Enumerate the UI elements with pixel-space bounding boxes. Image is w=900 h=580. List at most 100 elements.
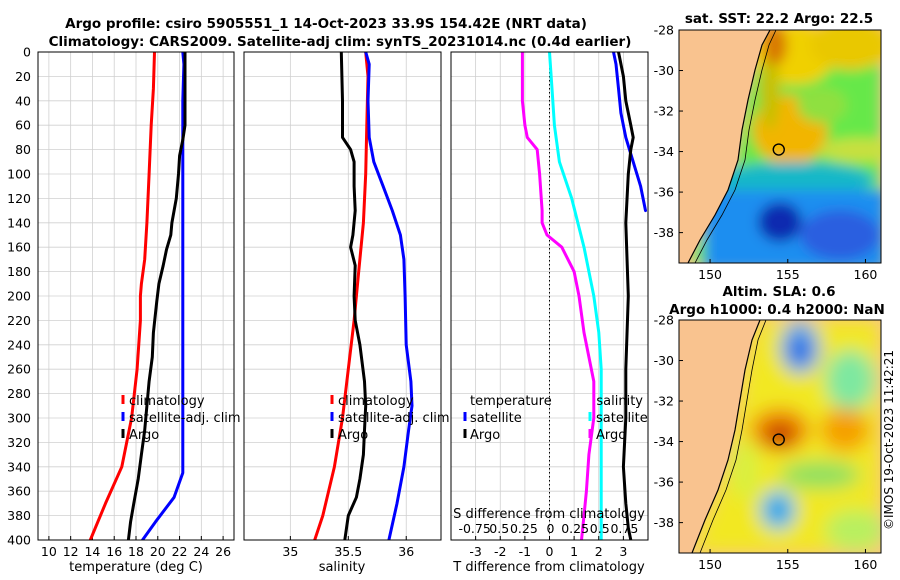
figure-title-line1: Argo profile: csiro 5905551_1 14-Oct-202… bbox=[65, 16, 587, 32]
legend-label: Argo bbox=[129, 428, 159, 443]
s-tick-label: 0 bbox=[547, 521, 555, 536]
sla-map-subtitle: Argo h1000: 0.4 h2000: NaN bbox=[669, 302, 885, 318]
x-tick-label: 35.5 bbox=[334, 544, 362, 559]
series-line-s-argo bbox=[520, 52, 596, 540]
map-y-tick-label: -30 bbox=[654, 63, 674, 78]
sla-map: Altim. SLA: 0.6 Argo h1000: 0.4 h2000: N… bbox=[654, 284, 885, 572]
s-tick-label: 0.5 bbox=[590, 521, 610, 536]
y-tick-label: 0 bbox=[23, 45, 31, 60]
series-line-s-satellite bbox=[548, 52, 603, 540]
bathymetry-contour bbox=[699, 320, 767, 553]
difference-panel: -3 -2 -1 0 1 2 3 T difference from climatology… bbox=[450, 51, 649, 575]
coastline bbox=[687, 30, 771, 263]
legend-label: satellite-adj. clim bbox=[129, 411, 241, 426]
sla-map-title: Altim. SLA: 0.6 bbox=[722, 284, 835, 300]
temperature-legend: climatology satellite-adj. clim Argo bbox=[121, 394, 241, 443]
argo-float-marker bbox=[772, 143, 785, 156]
temperature-xlabel: temperature (deg C) bbox=[69, 560, 203, 575]
temperature-series bbox=[88, 52, 187, 540]
series-line-argo bbox=[339, 52, 368, 540]
sla-map-tick-labels: 150 155 160 -28 -30 -32 -34 -36 -38 bbox=[654, 313, 878, 573]
map-x-tick-label: 160 bbox=[854, 557, 878, 572]
depth-tick-labels: 0 20 40 60 80 100 120 140 160 180 200 220 240 260 280 3… bbox=[7, 45, 31, 548]
x-tick-label: 2 bbox=[595, 544, 603, 559]
map-y-tick-label: -30 bbox=[654, 353, 674, 368]
series-line-t-satellite bbox=[612, 52, 647, 213]
timestamp: ©IMOS 19-Oct-2023 11:42:21 bbox=[882, 350, 896, 530]
difference-xlabel: T difference from climatology bbox=[452, 560, 645, 575]
series-line-satellite-adj-clim bbox=[141, 52, 186, 540]
sst-field bbox=[690, 30, 881, 263]
y-tick-label: 20 bbox=[15, 69, 31, 84]
s-tick-label: 0.25 bbox=[510, 521, 538, 536]
map-y-tick-label: -32 bbox=[654, 104, 674, 119]
x-tick-label: 14 bbox=[84, 544, 100, 559]
x-tick-label: -3 bbox=[469, 544, 481, 559]
salinity-series bbox=[313, 52, 414, 540]
x-tick-label: -2 bbox=[494, 544, 506, 559]
temperature-axes-box bbox=[37, 51, 235, 541]
legend-label: satellite bbox=[470, 411, 522, 426]
legend-label: Argo bbox=[470, 428, 500, 443]
land-mask bbox=[679, 320, 760, 553]
temperature-panel: 0 20 40 60 80 100 120 140 160 180 200 220 240 260 280 3… bbox=[7, 45, 240, 576]
series-line-argo bbox=[126, 52, 187, 540]
legend-label: satellite bbox=[596, 411, 648, 426]
map-y-tick-label: -34 bbox=[654, 434, 674, 449]
y-tick-label: 360 bbox=[7, 484, 31, 499]
s-tick-label: 0.5 bbox=[489, 521, 509, 536]
x-tick-label: 18 bbox=[128, 544, 144, 559]
x-tick-label: 16 bbox=[106, 544, 122, 559]
y-tick-label: 80 bbox=[15, 142, 31, 157]
y-tick-label: 40 bbox=[15, 93, 31, 108]
argo-float-marker bbox=[772, 433, 785, 446]
x-tick-label: 36 bbox=[398, 544, 414, 559]
salinity-panel: 35 35.5 36 salinity climatology satellite-a… bbox=[243, 51, 450, 575]
bathymetry-contour bbox=[694, 30, 777, 263]
salinity-tick-labels: 35 35.5 36 bbox=[282, 544, 414, 559]
difference-axes-box bbox=[450, 51, 649, 541]
sla-field bbox=[690, 320, 881, 553]
sla-map-frame bbox=[678, 319, 882, 554]
map-y-tick-label: -32 bbox=[654, 394, 674, 409]
legend-label: Argo bbox=[596, 428, 626, 443]
y-tick-label: 120 bbox=[7, 191, 31, 206]
y-tick-label: 200 bbox=[7, 289, 31, 304]
salinity-xlabel: salinity bbox=[319, 560, 366, 575]
difference-legend: temperature satellite Argo salinity satellit… bbox=[463, 394, 648, 443]
x-tick-label: 26 bbox=[215, 544, 231, 559]
s-tick-label: 0.75 bbox=[610, 521, 638, 536]
legend-label: satellite-adj. clim bbox=[338, 411, 450, 426]
legend-label: Argo bbox=[338, 428, 368, 443]
s-difference-label: S difference from climatology bbox=[453, 507, 645, 522]
x-tick-label: 22 bbox=[172, 544, 188, 559]
map-x-tick-label: 150 bbox=[698, 267, 722, 282]
series-line-t-argo bbox=[617, 52, 635, 540]
difference-tick-labels: -3 -2 -1 0 1 2 3 bbox=[469, 544, 627, 559]
map-y-tick-label: -28 bbox=[654, 313, 674, 328]
sst-map-tick-labels: 150 155 160 -28 -30 -32 -34 -36 -38 bbox=[654, 23, 878, 283]
map-x-tick-label: 160 bbox=[854, 267, 878, 282]
sst-map: sat. SST: 22.2 Argo: 22.5 bbox=[654, 11, 882, 283]
x-tick-label: 10 bbox=[41, 544, 57, 559]
x-tick-label: 12 bbox=[63, 544, 79, 559]
salinity-axes-box bbox=[243, 51, 442, 541]
map-y-tick-label: -36 bbox=[654, 475, 674, 490]
map-x-tick-label: 150 bbox=[698, 557, 722, 572]
x-tick-label: 24 bbox=[193, 544, 209, 559]
temperature-grid bbox=[38, 51, 234, 541]
sst-map-frame bbox=[678, 29, 882, 264]
figure-title-line2: Climatology: CARS2009. Satellite-adj cli… bbox=[49, 34, 632, 50]
legend-title-temperature: temperature bbox=[470, 394, 552, 409]
x-tick-label: 0 bbox=[546, 544, 554, 559]
s-tick-label: -0.75 bbox=[458, 521, 490, 536]
y-tick-label: 60 bbox=[15, 118, 31, 133]
map-y-tick-label: -28 bbox=[654, 23, 674, 38]
legend-label: climatology bbox=[338, 394, 414, 409]
salinity-legend: climatology satellite-adj. clim Argo bbox=[330, 394, 450, 443]
x-tick-label: 35 bbox=[282, 544, 298, 559]
y-tick-label: 240 bbox=[7, 337, 31, 352]
series-line-satellite-adj-clim bbox=[364, 52, 414, 540]
y-tick-label: 300 bbox=[7, 411, 31, 426]
